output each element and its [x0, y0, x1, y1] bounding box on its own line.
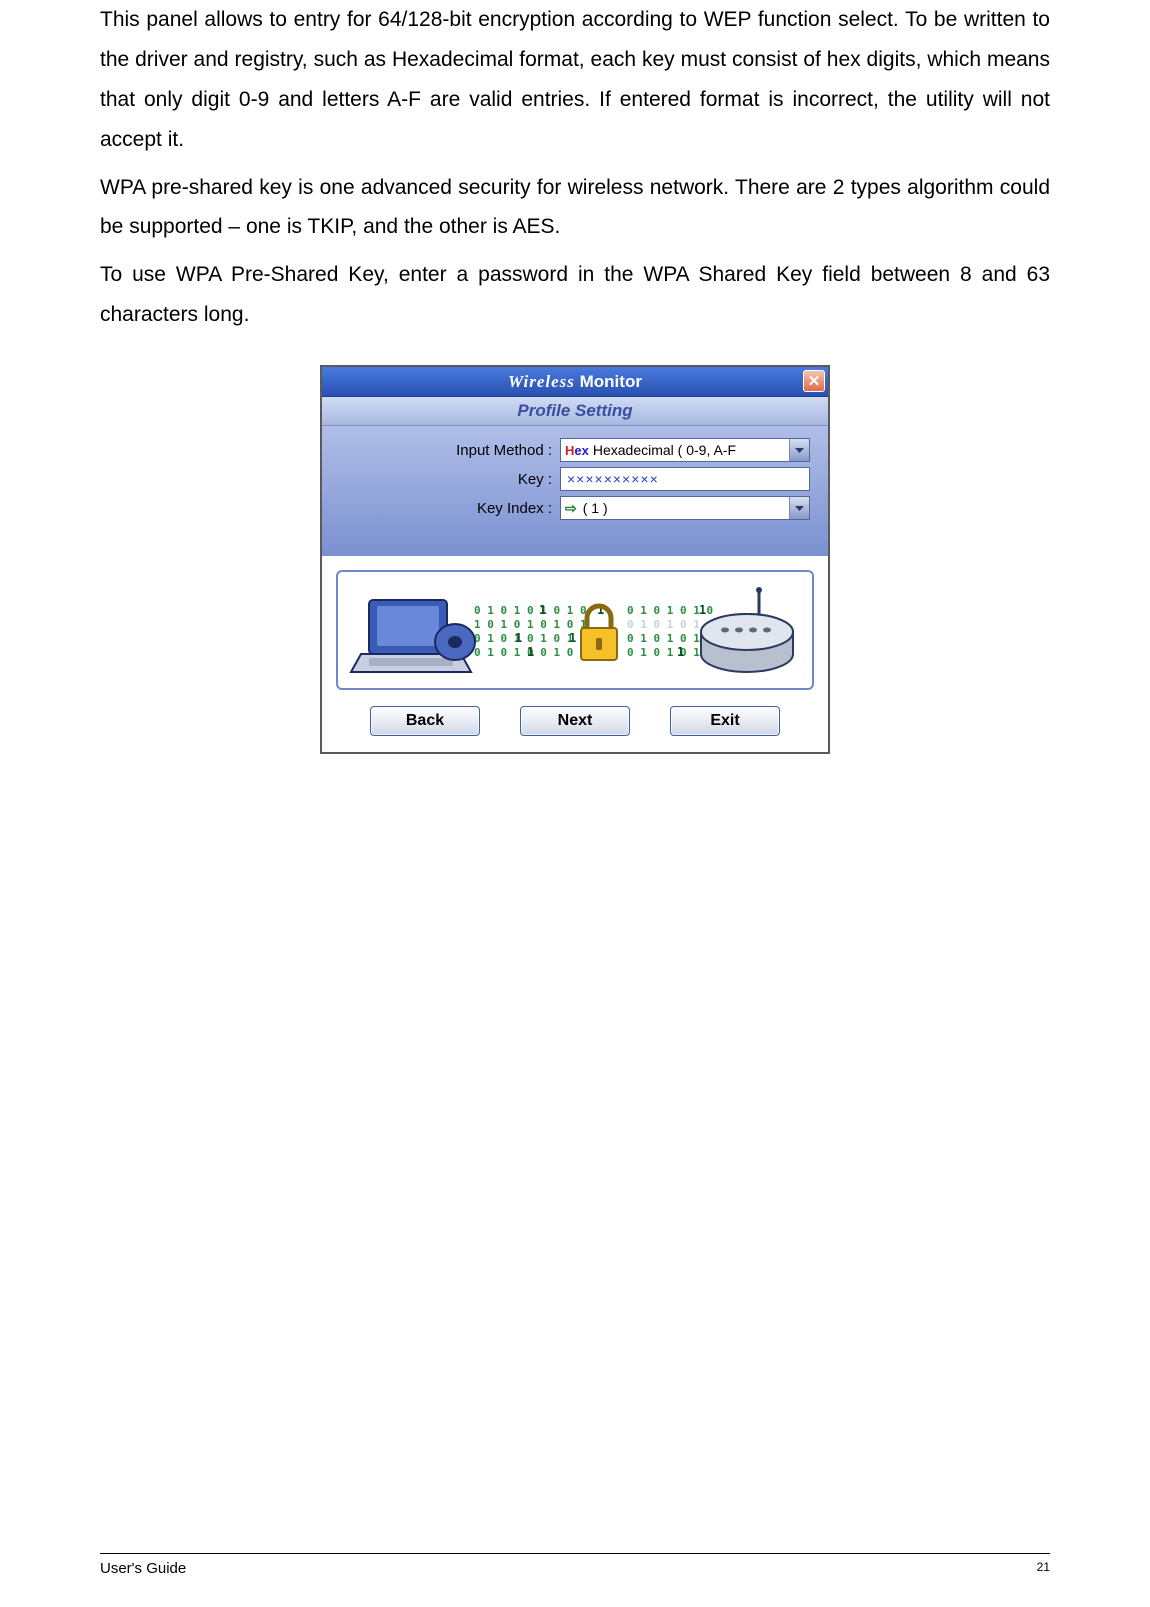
svg-text:0 1 0 1 0 1: 0 1 0 1 0 1 [627, 618, 700, 631]
key-value: ×××××××××× [561, 471, 659, 487]
paragraph-1: This panel allows to entry for 64/128-bi… [100, 0, 1050, 160]
input-method-value: Hexadecimal ( 0-9, A-F [593, 442, 789, 458]
button-row: Back Next Exit [322, 700, 828, 752]
paragraph-2: WPA pre-shared key is one advanced secur… [100, 168, 1050, 248]
next-button[interactable]: Next [520, 706, 630, 736]
graphic-box: 0 1 0 1 0 1 0 1 0 1 0 1 0 1 0 1 0 1 0 1 … [336, 570, 814, 690]
key-index-dropdown[interactable]: ⇨ ( 1 ) [560, 496, 810, 520]
svg-text:1: 1 [527, 645, 534, 659]
encryption-graphic-icon: 0 1 0 1 0 1 0 1 0 1 0 1 0 1 0 1 0 1 0 1 … [338, 572, 812, 688]
hex-icon: Hex [561, 443, 593, 458]
input-method-dropdown[interactable]: Hex Hexadecimal ( 0-9, A-F [560, 438, 810, 462]
exit-button[interactable]: Exit [670, 706, 780, 736]
svg-text:1: 1 [699, 603, 706, 617]
title-bar: Wireless Monitor ✕ [322, 367, 828, 397]
subtitle-bar: Profile Setting [322, 397, 828, 426]
close-button[interactable]: ✕ [803, 370, 825, 392]
svg-text:0 1 0 1 0 1 0 1 0: 0 1 0 1 0 1 0 1 0 [474, 604, 587, 617]
label-input-method: Input Method : [340, 442, 560, 459]
label-key-index: Key Index : [340, 500, 560, 517]
svg-text:1: 1 [569, 631, 576, 645]
svg-text:1: 1 [677, 645, 684, 659]
key-input[interactable]: ×××××××××× [560, 467, 810, 491]
dialog-screenshot: Wireless Monitor ✕ Profile Setting Input… [320, 365, 830, 754]
page-number: 21 [1037, 1560, 1050, 1577]
title-wireless: Wireless [508, 372, 575, 391]
svg-text:1 0 1 0 1 0 1 0 1: 1 0 1 0 1 0 1 0 1 [474, 618, 587, 631]
chevron-down-icon [789, 439, 809, 461]
close-icon: ✕ [808, 372, 821, 390]
label-key: Key : [340, 471, 560, 488]
key-index-icon: ⇨ [561, 500, 583, 517]
footer-left: User's Guide [100, 1560, 186, 1577]
page-footer: User's Guide 21 [100, 1553, 1050, 1577]
key-index-value: ( 1 ) [583, 500, 789, 516]
svg-text:1: 1 [539, 603, 546, 617]
paragraph-3: To use WPA Pre-Shared Key, enter a passw… [100, 255, 1050, 335]
title-bar-text: Wireless Monitor [508, 372, 642, 392]
svg-text:1: 1 [515, 631, 522, 645]
svg-text:0 1 0 1 0 1: 0 1 0 1 0 1 [627, 632, 700, 645]
graphic-area: 0 1 0 1 0 1 0 1 0 1 0 1 0 1 0 1 0 1 0 1 … [322, 556, 828, 700]
form-area: Input Method : Hex Hexadecimal ( 0-9, A-… [322, 426, 828, 556]
chevron-down-icon [789, 497, 809, 519]
title-monitor: Monitor [575, 372, 642, 391]
back-button[interactable]: Back [370, 706, 480, 736]
